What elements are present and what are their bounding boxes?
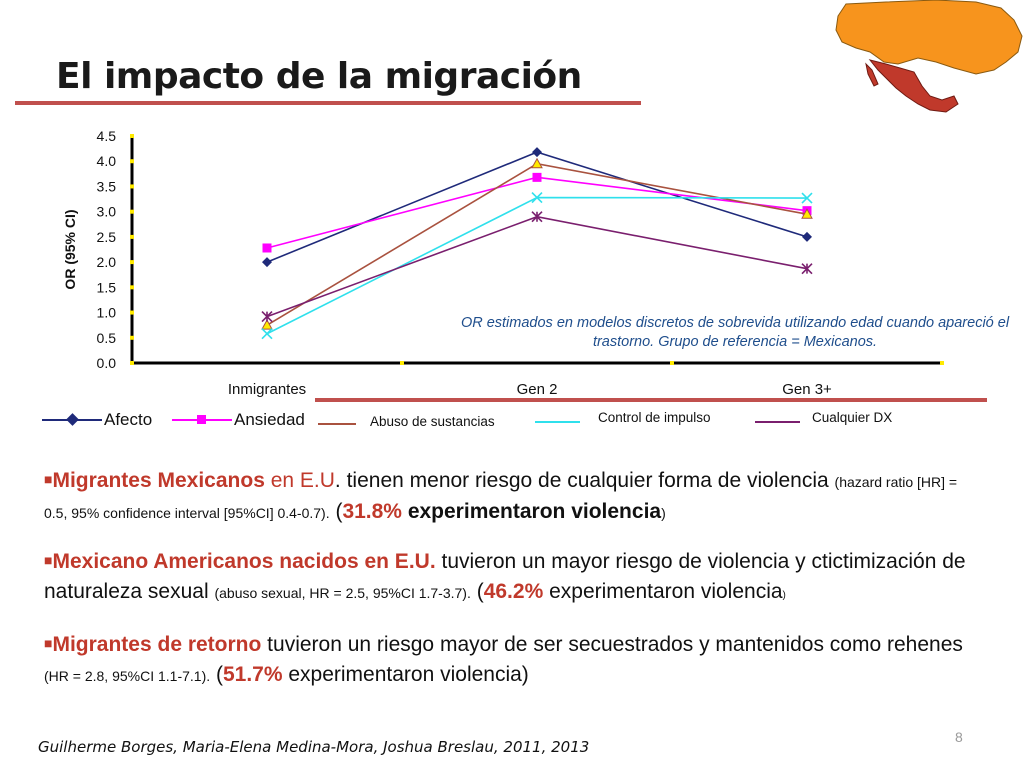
- legend-marker-ansiedad: [197, 415, 206, 424]
- data-point-s0-1: [532, 147, 542, 158]
- usa-shape: [835, 0, 1023, 75]
- y-tick-mark: [130, 310, 134, 315]
- y-tick-label: 1.5: [97, 279, 117, 295]
- data-point-s4-0: [261, 311, 273, 323]
- y-tick-mark: [130, 285, 134, 290]
- bullet-1-dot: .: [334, 469, 341, 492]
- y-tick-label: 2.5: [97, 229, 117, 245]
- bullet-item-1: ■Migrantes Mexicanos en E.U. tienen meno…: [44, 464, 984, 528]
- bullet-1-text: tienen menor riesgo de cualquier forma d…: [340, 469, 835, 492]
- chart-divider: [315, 398, 987, 402]
- baja-shape: [865, 62, 879, 87]
- bullet-3-lead: Migrantes de retorno: [52, 633, 262, 656]
- data-point-s3-2: [801, 192, 813, 204]
- y-tick-label: 4.5: [97, 128, 117, 144]
- series-line-2: [266, 162, 808, 326]
- mexico-shape: [868, 59, 959, 113]
- legend-label-control: Control de impulso: [598, 410, 711, 425]
- bullet-1-tail: experimentaron violencia: [401, 500, 662, 523]
- bullet-2-tail: experimentaron violencia: [543, 580, 783, 603]
- bullet-1-lead: Migrantes Mexicanos: [52, 469, 265, 492]
- series-line-4: [266, 215, 808, 318]
- bullet-2-paren-close: ): [782, 590, 786, 601]
- chart-legend: Afecto Ansiedad Abuso de sustancias Cont…: [0, 402, 1024, 446]
- north-america-map-icon: [835, 0, 1023, 113]
- data-point-s2-2: [801, 208, 813, 219]
- x-tick-label: Inmigrantes: [228, 381, 306, 398]
- data-point-s0-2: [802, 231, 812, 242]
- data-point-s3-1: [531, 191, 543, 204]
- bullet-3-text: tuvieron un riesgo mayor de ser secuestr…: [261, 633, 963, 656]
- bullet-2-text: tuvieron un mayor riesgo de violencia y …: [44, 550, 966, 603]
- x-tick-mark: [400, 361, 404, 365]
- bullet-square-icon: ■: [44, 635, 53, 651]
- legend-label-abuso: Abuso de sustancias: [370, 414, 495, 429]
- bullet-list: ■Migrantes Mexicanos en E.U. tienen meno…: [44, 464, 984, 708]
- data-point-s2-1: [531, 157, 543, 169]
- legend-label-cualquier: Cualquier DX: [812, 410, 893, 425]
- citation: Guilherme Borges, Maria-Elena Medina-Mor…: [38, 738, 590, 756]
- y-tick-label: 1.0: [97, 305, 117, 321]
- bullet-1-paren-open: (: [329, 500, 343, 523]
- y-tick-label: 3.0: [97, 204, 117, 220]
- data-point-s0-0: [262, 257, 272, 268]
- y-tick-label: 4.0: [97, 153, 117, 169]
- bullet-2-paren-open: (: [470, 580, 484, 603]
- bullet-item-3: ■Migrantes de retorno tuvieron un riesgo…: [44, 628, 984, 691]
- bullet-1-stats: (hazard ratio [HR] = 0.5, 95% confidence…: [44, 474, 958, 521]
- x-tick-mark: [670, 361, 674, 365]
- bullet-2-stats: (abuso sexual, HR = 2.5, 95%CI 1.7-3.7).: [214, 585, 471, 601]
- data-point-s2-0: [261, 319, 273, 330]
- data-point-s1-0: [262, 243, 272, 253]
- y-tick-label: 0.0: [97, 355, 117, 371]
- bullet-1-mid: en E.U: [264, 469, 335, 492]
- line-chart: 0.0 0.5 1.0 1.5 2.0 2.5 3.0 3.5 4.0 4.5 Inmigrante…: [62, 128, 944, 398]
- y-tick-mark: [130, 159, 134, 164]
- x-tick-mark: [940, 361, 944, 365]
- x-tick-mark: [130, 361, 134, 365]
- y-tick-mark: [130, 209, 134, 214]
- y-tick-mark: [130, 234, 134, 239]
- y-tick-mark: [130, 335, 134, 340]
- bullet-1-pct: 31.8%: [342, 500, 402, 523]
- y-tick-mark: [130, 184, 134, 189]
- y-tick-label: 2.0: [97, 254, 117, 270]
- legend-marker-afecto: [66, 413, 79, 426]
- bullet-1-paren-close: ): [661, 505, 666, 521]
- data-point-s3-0: [261, 328, 273, 340]
- series-line-0: [266, 151, 808, 263]
- data-point-s1-1: [532, 172, 542, 182]
- y-tick-mark: [130, 260, 134, 265]
- y-tick-label: 3.5: [97, 178, 117, 194]
- data-point-s4-2: [801, 263, 813, 275]
- bullet-2-pct: 46.2%: [483, 580, 544, 603]
- legend-label-ansiedad: Ansiedad: [234, 410, 305, 429]
- data-point-s4-1: [531, 211, 543, 223]
- x-tick-label: Gen 2: [517, 381, 558, 398]
- bullet-3-stats: (HR = 2.8, 95%CI 1.1-7.1).: [44, 668, 211, 684]
- bullet-3-tail: experimentaron violencia): [282, 663, 529, 686]
- chart-annotation: OR estimados en modelos discretos de sob…: [460, 315, 1010, 350]
- y-axis-label: OR (95% CI): [62, 209, 78, 289]
- slide-title: El impacto de la migración: [56, 56, 582, 97]
- title-underline: [15, 101, 641, 105]
- legend-label-afecto: Afecto: [104, 410, 153, 429]
- page-number: 8: [955, 729, 963, 745]
- y-tick-label: 0.5: [97, 330, 117, 346]
- bullet-square-icon: ■: [44, 552, 53, 568]
- bullet-item-2: ■Mexicano Americanos nacidos en E.U. tuv…: [44, 545, 984, 611]
- bullet-3-paren-open: (: [210, 663, 223, 686]
- y-tick-mark: [130, 134, 134, 138]
- x-tick-label: Gen 3+: [782, 381, 832, 398]
- bullet-3-pct: 51.7%: [222, 663, 283, 686]
- bullet-2-lead: Mexicano Americanos nacidos en E.U.: [52, 550, 436, 573]
- bullet-square-icon: ■: [44, 471, 53, 487]
